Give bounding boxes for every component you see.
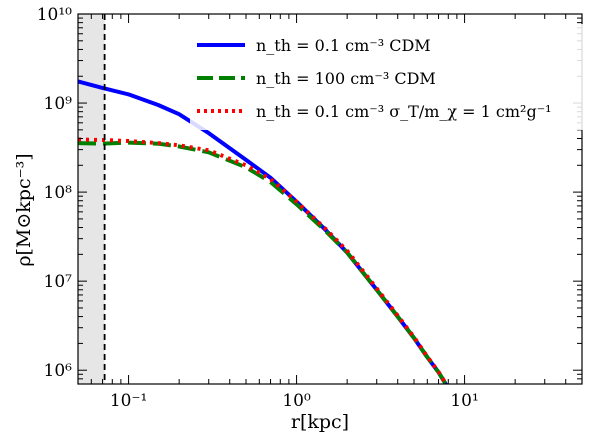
x-axis-title: r[kpc] bbox=[291, 411, 349, 433]
x-tick-label-2: 10¹ bbox=[450, 391, 478, 411]
series-lines bbox=[78, 79, 449, 384]
y-tick-label-0: 10⁶ bbox=[44, 361, 73, 381]
y-tick-label-1: 10⁷ bbox=[44, 272, 73, 292]
x-tick-label-0: 10⁻¹ bbox=[110, 391, 147, 411]
axes-frame bbox=[77, 13, 583, 385]
legend-label-0: n_th = 0.1 cm⁻³ CDM bbox=[256, 36, 431, 55]
y-tick-label-4: 10¹⁰ bbox=[37, 5, 72, 25]
series-line-1 bbox=[78, 140, 449, 384]
legend-entry-2: n_th = 0.1 cm⁻³ σ_T/m_χ = 1 cm²g⁻¹ bbox=[197, 102, 552, 121]
shaded-region-rect bbox=[78, 14, 105, 384]
y-tick-labels: 10⁶ 10⁷ 10⁸ 10⁹ 10¹⁰ bbox=[37, 5, 72, 381]
legend-frame bbox=[190, 24, 584, 130]
y-axis-title: ρ[M⊙kpc⁻³] bbox=[13, 153, 35, 266]
x-tick-label-1: 10⁰ bbox=[282, 391, 311, 411]
y-tick-label-3: 10⁹ bbox=[44, 94, 73, 114]
legend-label-2: n_th = 0.1 cm⁻³ σ_T/m_χ = 1 cm²g⁻¹ bbox=[256, 102, 552, 121]
x-tick-labels: 10⁻¹ 10⁰ 10¹ bbox=[110, 391, 479, 411]
axes-border bbox=[77, 13, 583, 385]
axis-ticks bbox=[77, 13, 583, 385]
legend-entry-1: n_th = 100 cm⁻³ CDM bbox=[197, 69, 436, 88]
series-line-2 bbox=[78, 137, 449, 384]
y-tick-label-2: 10⁸ bbox=[44, 183, 73, 203]
legend-entry-0: n_th = 0.1 cm⁻³ CDM bbox=[197, 36, 431, 55]
resolution-shaded-region bbox=[78, 14, 105, 384]
legend-label-1: n_th = 100 cm⁻³ CDM bbox=[256, 69, 436, 88]
legend: n_th = 0.1 cm⁻³ CDM n_th = 100 cm⁻³ CDM … bbox=[190, 24, 584, 130]
